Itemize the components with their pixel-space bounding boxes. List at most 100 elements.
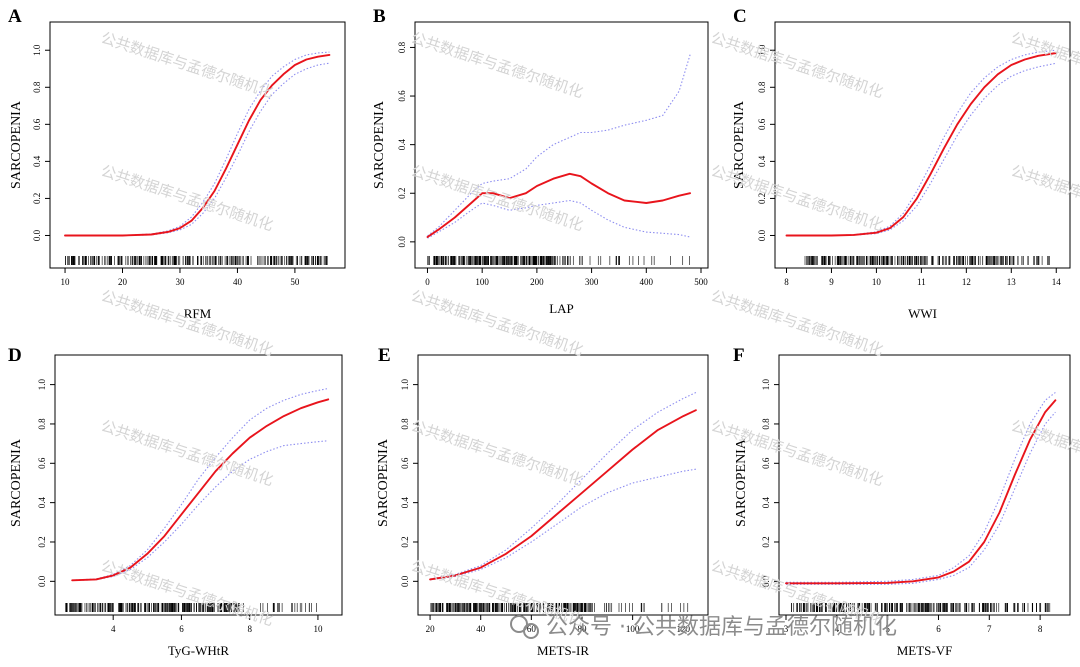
plot-frame xyxy=(49,21,346,269)
x-tick-label: 4 xyxy=(111,624,116,634)
rug-plot xyxy=(430,603,689,612)
y-tick-label: 0.8 xyxy=(32,81,42,93)
watermark-text: 公共数据库与孟德尔随机化 xyxy=(709,29,886,102)
y-tick-label: 0.8 xyxy=(37,418,47,430)
fit-curve xyxy=(429,409,697,581)
y-tick-label: 0.4 xyxy=(397,139,407,151)
y-tick-label: 0.0 xyxy=(761,575,771,587)
wechat-icon-bubble xyxy=(523,623,539,639)
panel-letter: D xyxy=(8,345,22,366)
y-tick-label: 1.0 xyxy=(32,44,42,56)
panel-d: D SARCOPENIA TyG-WHtR 0.0 0.2 0.4 0.6 0.8 1.0 4 6 8… xyxy=(8,345,343,658)
wechat-icon xyxy=(510,615,528,633)
watermark-text: 公共数据库与孟德尔随机化 xyxy=(99,417,276,490)
y-tick-label: 0.0 xyxy=(37,575,47,587)
x-tick-label: 6 xyxy=(936,624,941,634)
y-tick-label: 0.4 xyxy=(32,155,42,167)
x-tick-label: 11 xyxy=(917,277,926,287)
rug-plot xyxy=(65,603,317,612)
x-tick-label: 7 xyxy=(987,624,992,634)
x-tick-label: 40 xyxy=(233,277,243,287)
y-tick-label: 0.6 xyxy=(400,457,410,469)
watermark-text: 公共数据库与孟德尔随机化 xyxy=(99,29,276,102)
ci-upper-curve xyxy=(786,49,1057,237)
y-tick-label: 0.4 xyxy=(757,155,767,167)
panel-letter: F xyxy=(733,345,745,366)
plot-frame xyxy=(774,21,1071,269)
footer-watermark: 公众号 · 公共数据库与孟德尔随机化 xyxy=(510,615,897,640)
watermark-text: 公共数据库与孟德尔随机化 xyxy=(409,287,586,360)
watermark-text: 公共数据库与孟德尔随机化 xyxy=(1009,162,1080,235)
y-tick-label: 0.0 xyxy=(757,229,767,241)
ci-upper-curve xyxy=(72,387,329,581)
y-tick-label: 1.0 xyxy=(37,378,47,390)
x-tick-label: 400 xyxy=(640,277,654,287)
x-tick-label: 200 xyxy=(530,277,544,287)
ci-upper-curve xyxy=(427,54,691,237)
panel-letter: A xyxy=(8,6,22,27)
x-tick-label: 6 xyxy=(179,624,184,634)
footer-watermark-text: 公众号 · 公共数据库与孟德尔随机化 xyxy=(546,615,897,640)
y-tick-label: 0.0 xyxy=(400,575,410,587)
x-tick-label: 30 xyxy=(175,277,185,287)
plot-frame xyxy=(417,354,709,616)
ci-upper-curve xyxy=(786,392,1056,583)
watermark-text: 公共数据库与孟德尔随机化 xyxy=(409,417,586,490)
x-tick-label: 50 xyxy=(290,277,300,287)
panel-c: C SARCOPENIA WWI 0.0 0.2 0.4 0.6 0.8 1.0 8 9 10 11 12… xyxy=(732,6,1071,321)
rug-plot xyxy=(791,603,1051,612)
rug-plot xyxy=(65,256,328,265)
fit-curve xyxy=(71,398,330,582)
y-tick-label: 0.6 xyxy=(32,118,42,130)
x-axis-title: TyG-WHtR xyxy=(168,643,230,658)
ci-upper-curve xyxy=(65,51,330,237)
y-tick-label: 0.0 xyxy=(32,229,42,241)
x-tick-label: 100 xyxy=(475,277,489,287)
y-axis-title: SARCOPENIA xyxy=(734,438,749,527)
x-tick-label: 14 xyxy=(1052,277,1062,287)
y-axis-title: SARCOPENIA xyxy=(732,100,747,189)
panel-a: A SARCOPENIA RFM 0.0 0.2 0.4 0.6 0.8 1.0 10 20 30 40… xyxy=(8,6,346,321)
y-tick-label: 0.2 xyxy=(397,188,407,199)
x-axis-title: WWI xyxy=(908,306,937,321)
watermark-text: 公共数据库与孟德尔随机化 xyxy=(709,162,886,235)
y-axis-title: SARCOPENIA xyxy=(9,100,24,189)
x-tick-label: 4 xyxy=(835,624,840,634)
y-tick-label: 1.0 xyxy=(400,378,410,390)
watermark-text: 公共数据库与孟德尔随机化 xyxy=(409,162,586,235)
x-tick-label: 8 xyxy=(247,624,252,634)
y-tick-label: 0.2 xyxy=(761,536,771,547)
watermark-text: 公共数据库与孟德尔随机化 xyxy=(1009,29,1080,102)
y-axis-title: SARCOPENIA xyxy=(9,438,24,527)
y-tick-label: 0.4 xyxy=(400,497,410,509)
x-tick-label: 80 xyxy=(577,624,587,634)
y-tick-label: 0.4 xyxy=(37,497,47,509)
x-tick-label: 13 xyxy=(1007,277,1017,287)
y-tick-label: 0.6 xyxy=(761,457,771,469)
ci-lower-curve xyxy=(65,62,330,237)
x-tick-label: 10 xyxy=(313,624,323,634)
y-tick-label: 0.2 xyxy=(757,193,767,204)
watermark-text: 公共数据库与孟德尔随机化 xyxy=(99,557,276,630)
x-tick-label: 120 xyxy=(677,624,691,634)
y-tick-label: 0.8 xyxy=(400,418,410,430)
y-tick-label: 0.6 xyxy=(37,457,47,469)
x-tick-label: 8 xyxy=(1038,624,1043,634)
x-tick-label: 5 xyxy=(885,624,890,634)
x-axis-title: METS-IR xyxy=(537,643,589,658)
rug-plot xyxy=(804,256,1050,265)
x-tick-label: 20 xyxy=(118,277,128,287)
panel-b: B SARCOPENIA LAP 0.0 0.2 0.4 0.6 0.8 0 100 200 300 4… xyxy=(372,6,709,316)
y-tick-label: 0.6 xyxy=(397,90,407,102)
panel-letter: E xyxy=(378,345,391,366)
watermark-text: 公共数据库与孟德尔随机化 xyxy=(409,29,586,102)
fit-curve xyxy=(426,172,692,238)
x-axis-title: RFM xyxy=(184,306,212,321)
y-tick-label: 1.0 xyxy=(757,44,767,56)
y-tick-label: 1.0 xyxy=(761,378,771,390)
ci-lower-curve xyxy=(427,199,691,239)
x-tick-label: 3 xyxy=(784,624,789,634)
panel-letter: B xyxy=(373,6,386,27)
x-axis-title: METS-VF xyxy=(897,643,953,658)
